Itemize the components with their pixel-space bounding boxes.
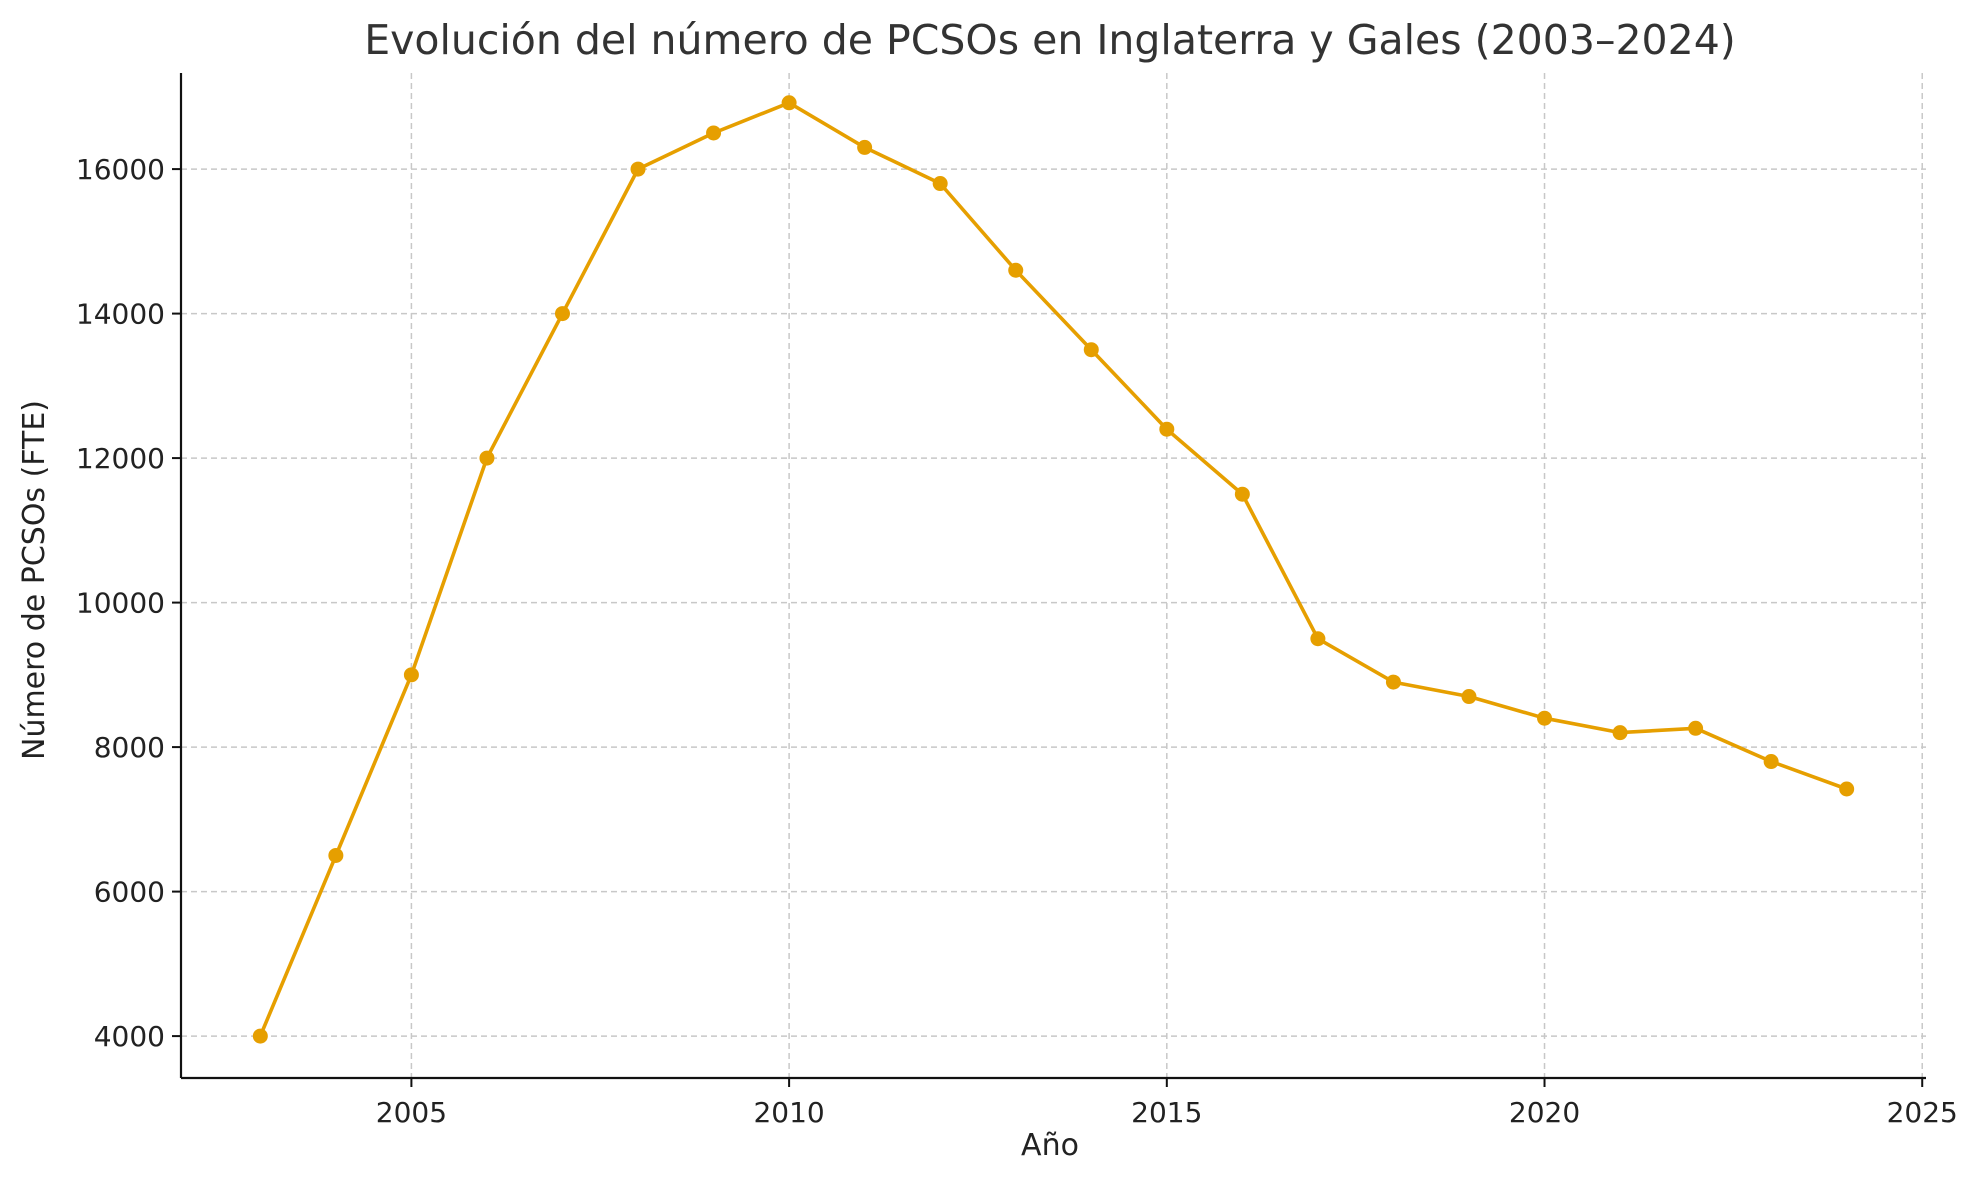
- y-tick-label: 8000: [94, 731, 165, 764]
- data-point: [479, 450, 495, 466]
- data-point: [781, 95, 797, 111]
- x-tick-label: 2010: [753, 1096, 824, 1129]
- data-point: [932, 176, 948, 192]
- series-line: [258, 101, 1848, 1037]
- data-point: [1310, 631, 1326, 647]
- series: [252, 95, 1855, 1044]
- data-point: [857, 139, 873, 155]
- y-tick-label: 12000: [76, 442, 165, 475]
- data-point: [1537, 710, 1553, 726]
- axes: [179, 73, 1926, 1080]
- x-axis-ticks: 2005 2010 2015 2020 2025: [376, 1078, 1958, 1129]
- x-tick-label: 2025: [1887, 1096, 1958, 1129]
- data-point: [554, 306, 570, 322]
- y-axis-ticks: 4000 6000 8000 10000 12000 14000 16000: [76, 153, 181, 1053]
- data-point: [1612, 725, 1628, 741]
- data-point: [706, 125, 722, 141]
- data-point: [1234, 486, 1250, 502]
- data-point: [1385, 674, 1401, 690]
- y-tick-label: 16000: [76, 153, 165, 186]
- data-point: [1839, 781, 1855, 797]
- data-point: [1461, 689, 1477, 705]
- data-point: [630, 161, 646, 177]
- x-tick-label: 2020: [1509, 1096, 1580, 1129]
- y-tick-label: 10000: [76, 587, 165, 620]
- data-point: [1688, 720, 1704, 736]
- x-tick-label: 2005: [376, 1096, 447, 1129]
- y-tick-label: 6000: [94, 876, 165, 909]
- data-point: [328, 847, 344, 863]
- grid: [181, 73, 1926, 1078]
- data-point: [1763, 754, 1779, 770]
- chart-title: Evolución del número de PCSOs en Inglate…: [364, 16, 1736, 64]
- data-point: [252, 1028, 268, 1044]
- x-axis-label: Año: [1021, 1128, 1079, 1163]
- data-point: [1008, 262, 1024, 278]
- y-tick-label: 4000: [94, 1020, 165, 1053]
- y-tick-label: 14000: [76, 298, 165, 331]
- data-point: [1083, 342, 1099, 358]
- y-axis-label: Número de PCSOs (FTE): [17, 400, 52, 760]
- x-tick-label: 2015: [1131, 1096, 1202, 1129]
- data-point: [1159, 421, 1175, 437]
- data-point: [403, 667, 419, 683]
